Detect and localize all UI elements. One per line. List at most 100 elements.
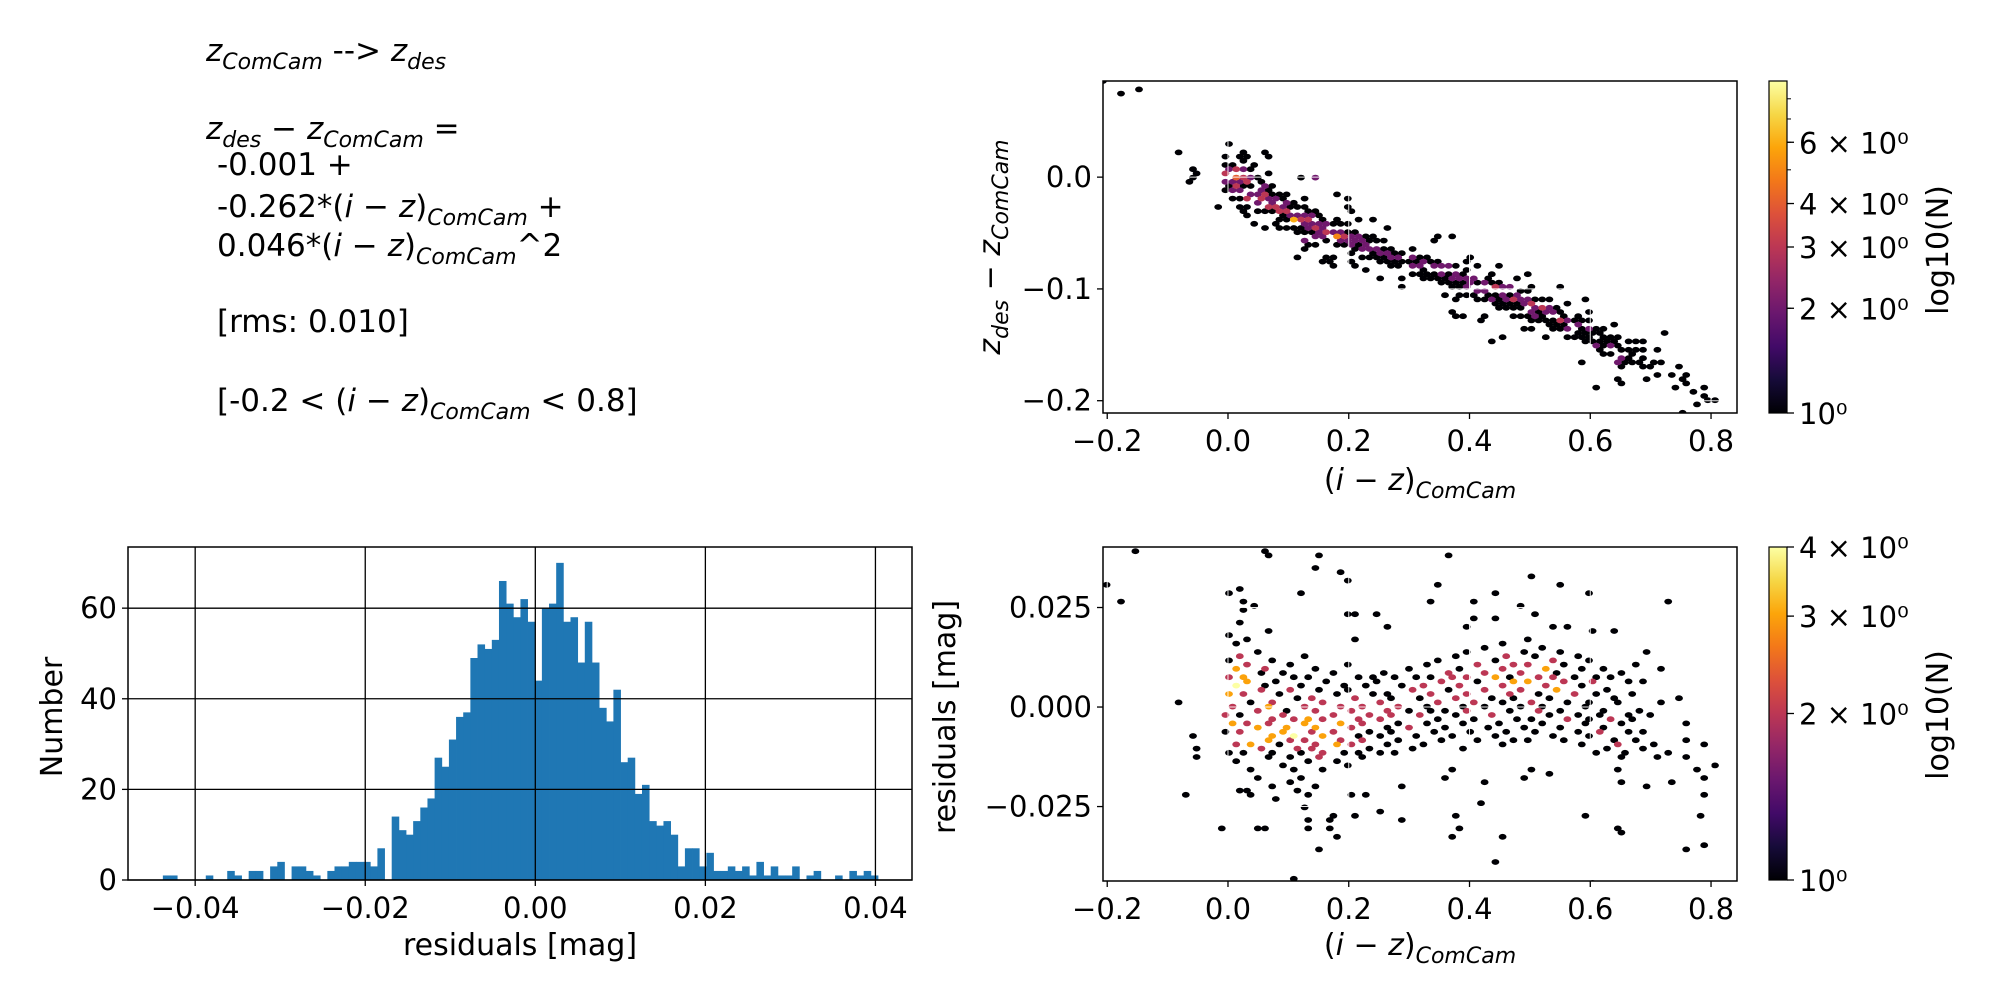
hexbin-cell <box>1549 674 1557 681</box>
hexbin-cell <box>1268 783 1277 790</box>
hexbin-cell <box>1221 153 1230 160</box>
hexbin-cell <box>1311 225 1320 231</box>
histogram-bar <box>498 580 507 880</box>
hexbin-cell <box>1498 283 1507 290</box>
hexbin-cell <box>1246 766 1255 773</box>
hexbin-cell <box>1271 220 1280 227</box>
hexbin-cell <box>1257 178 1266 185</box>
hexbin-cell <box>1545 712 1554 718</box>
hexbin-cell <box>1275 216 1284 223</box>
axes-overlay: −0.2 0.0 0.2 0.4 0.6 0.8 0.0 −0.1 −0.2 <box>1022 80 1738 458</box>
hexbin-cell <box>1473 678 1482 685</box>
hexbin-cell <box>1441 292 1449 299</box>
hexbin-cell <box>1480 279 1489 286</box>
hexbin-cell <box>1289 216 1298 223</box>
hexbin-cell <box>1495 296 1503 303</box>
hexbin-cell <box>1300 246 1309 252</box>
hexbin-cell <box>1613 825 1622 832</box>
histogram-bar <box>377 848 385 880</box>
x-tick-label: 0.4 <box>1446 424 1492 458</box>
hexbin-cell <box>1509 678 1518 685</box>
hexbin-cell <box>1531 313 1539 320</box>
hexbin-cell <box>1433 581 1442 588</box>
hexbin-cell <box>1412 674 1421 681</box>
hexbin-cell <box>1585 590 1593 597</box>
hexbin-cell <box>1307 212 1316 219</box>
hexbin-cell <box>1462 674 1471 681</box>
hexbin-cell <box>1318 699 1327 706</box>
hexbin-cell <box>1243 787 1251 794</box>
histogram-bar <box>813 870 822 880</box>
paren: ) <box>1404 463 1416 498</box>
hexbin-cell <box>1279 195 1287 202</box>
bottom-colorbar-label: log10(N) <box>1921 650 1956 780</box>
hexbin-cell <box>1311 565 1320 571</box>
hexbin-cell <box>1581 812 1590 819</box>
hexbin-cell <box>1239 691 1248 697</box>
z-symbol: z <box>206 33 223 69</box>
hexbin-cell <box>1433 716 1442 723</box>
hexbin-cell <box>1361 682 1370 689</box>
hexbin-cell <box>1657 359 1665 366</box>
hexbin-cell <box>1253 208 1262 215</box>
hexbin-cell <box>1361 241 1370 248</box>
histogram-bar <box>348 861 357 880</box>
axes-frame <box>127 546 913 881</box>
paren: ) <box>417 383 431 419</box>
hexbin-cell <box>1336 720 1345 727</box>
hexbin-cell <box>1275 191 1284 198</box>
hexbin-cell <box>1552 670 1561 676</box>
hexbin-cell <box>1657 665 1665 672</box>
hexbin-cell <box>1574 321 1583 328</box>
hexbin-cell <box>1329 728 1338 735</box>
hexbin-cell <box>1361 233 1370 240</box>
hexbin-cell <box>1131 548 1140 555</box>
hexbin-cell <box>1243 212 1251 219</box>
hexbin-cell <box>1541 334 1550 341</box>
hexbin-cell <box>1279 670 1287 676</box>
colorbar-gradient <box>1768 546 1788 881</box>
hexbin-cell <box>1225 657 1233 664</box>
hexbin-cell <box>1556 707 1565 714</box>
hexbin-cell <box>1667 372 1676 378</box>
hexbin-cell <box>1487 338 1496 345</box>
hexbin-cell <box>1354 733 1363 739</box>
hexbin-cell <box>1243 661 1251 668</box>
colorbar: 10⁰ 2 × 10⁰ 3 × 10⁰ 4 × 10⁰ 6 × 10⁰ <box>1768 80 1909 431</box>
y-tick-label: −0.025 <box>985 790 1092 824</box>
hexbin-cell <box>1354 749 1363 756</box>
histogram-bar <box>305 870 314 880</box>
hexbin-cell <box>1307 229 1316 236</box>
hexbin-cell <box>1365 237 1374 244</box>
histogram-bar <box>641 784 650 880</box>
hexbin-cell <box>1253 775 1262 781</box>
histogram-panel: −0.04 −0.02 0.00 0.02 0.04 0 20 40 60 <box>80 546 913 925</box>
hexbin-cell <box>1329 254 1338 261</box>
hexbin-cell <box>1351 229 1359 236</box>
hexbin-cell <box>1520 724 1529 731</box>
hexbin-cell <box>1318 766 1327 773</box>
hexbin-cell <box>1286 204 1295 210</box>
hexbin-cell <box>1451 712 1460 718</box>
histogram-bar <box>277 861 285 880</box>
hexbin-cell <box>1376 733 1385 739</box>
hexbin-cell <box>1653 754 1662 760</box>
z-symbol: z <box>973 338 1008 356</box>
hexbin-cell <box>1462 623 1471 630</box>
hexbin-cell <box>1221 712 1230 718</box>
histogram-bar <box>849 870 857 880</box>
hexbin-cell <box>1653 346 1662 353</box>
hexbin-cell <box>1502 304 1511 311</box>
hexbin-cell <box>1340 749 1349 756</box>
hexbin-cell <box>1307 745 1316 752</box>
hexbin-cell <box>1631 338 1640 345</box>
hexbin-cell <box>1293 212 1302 219</box>
hexbin-cell <box>1369 233 1377 240</box>
hexbin-cell <box>1603 338 1611 345</box>
hexbin-cell <box>1577 317 1586 324</box>
histogram-bar <box>792 866 800 880</box>
hexbin-cell <box>1606 716 1615 723</box>
histogram-bar <box>556 562 564 880</box>
hexbin-cell <box>1649 359 1658 366</box>
hexbin-cell <box>1480 779 1489 786</box>
